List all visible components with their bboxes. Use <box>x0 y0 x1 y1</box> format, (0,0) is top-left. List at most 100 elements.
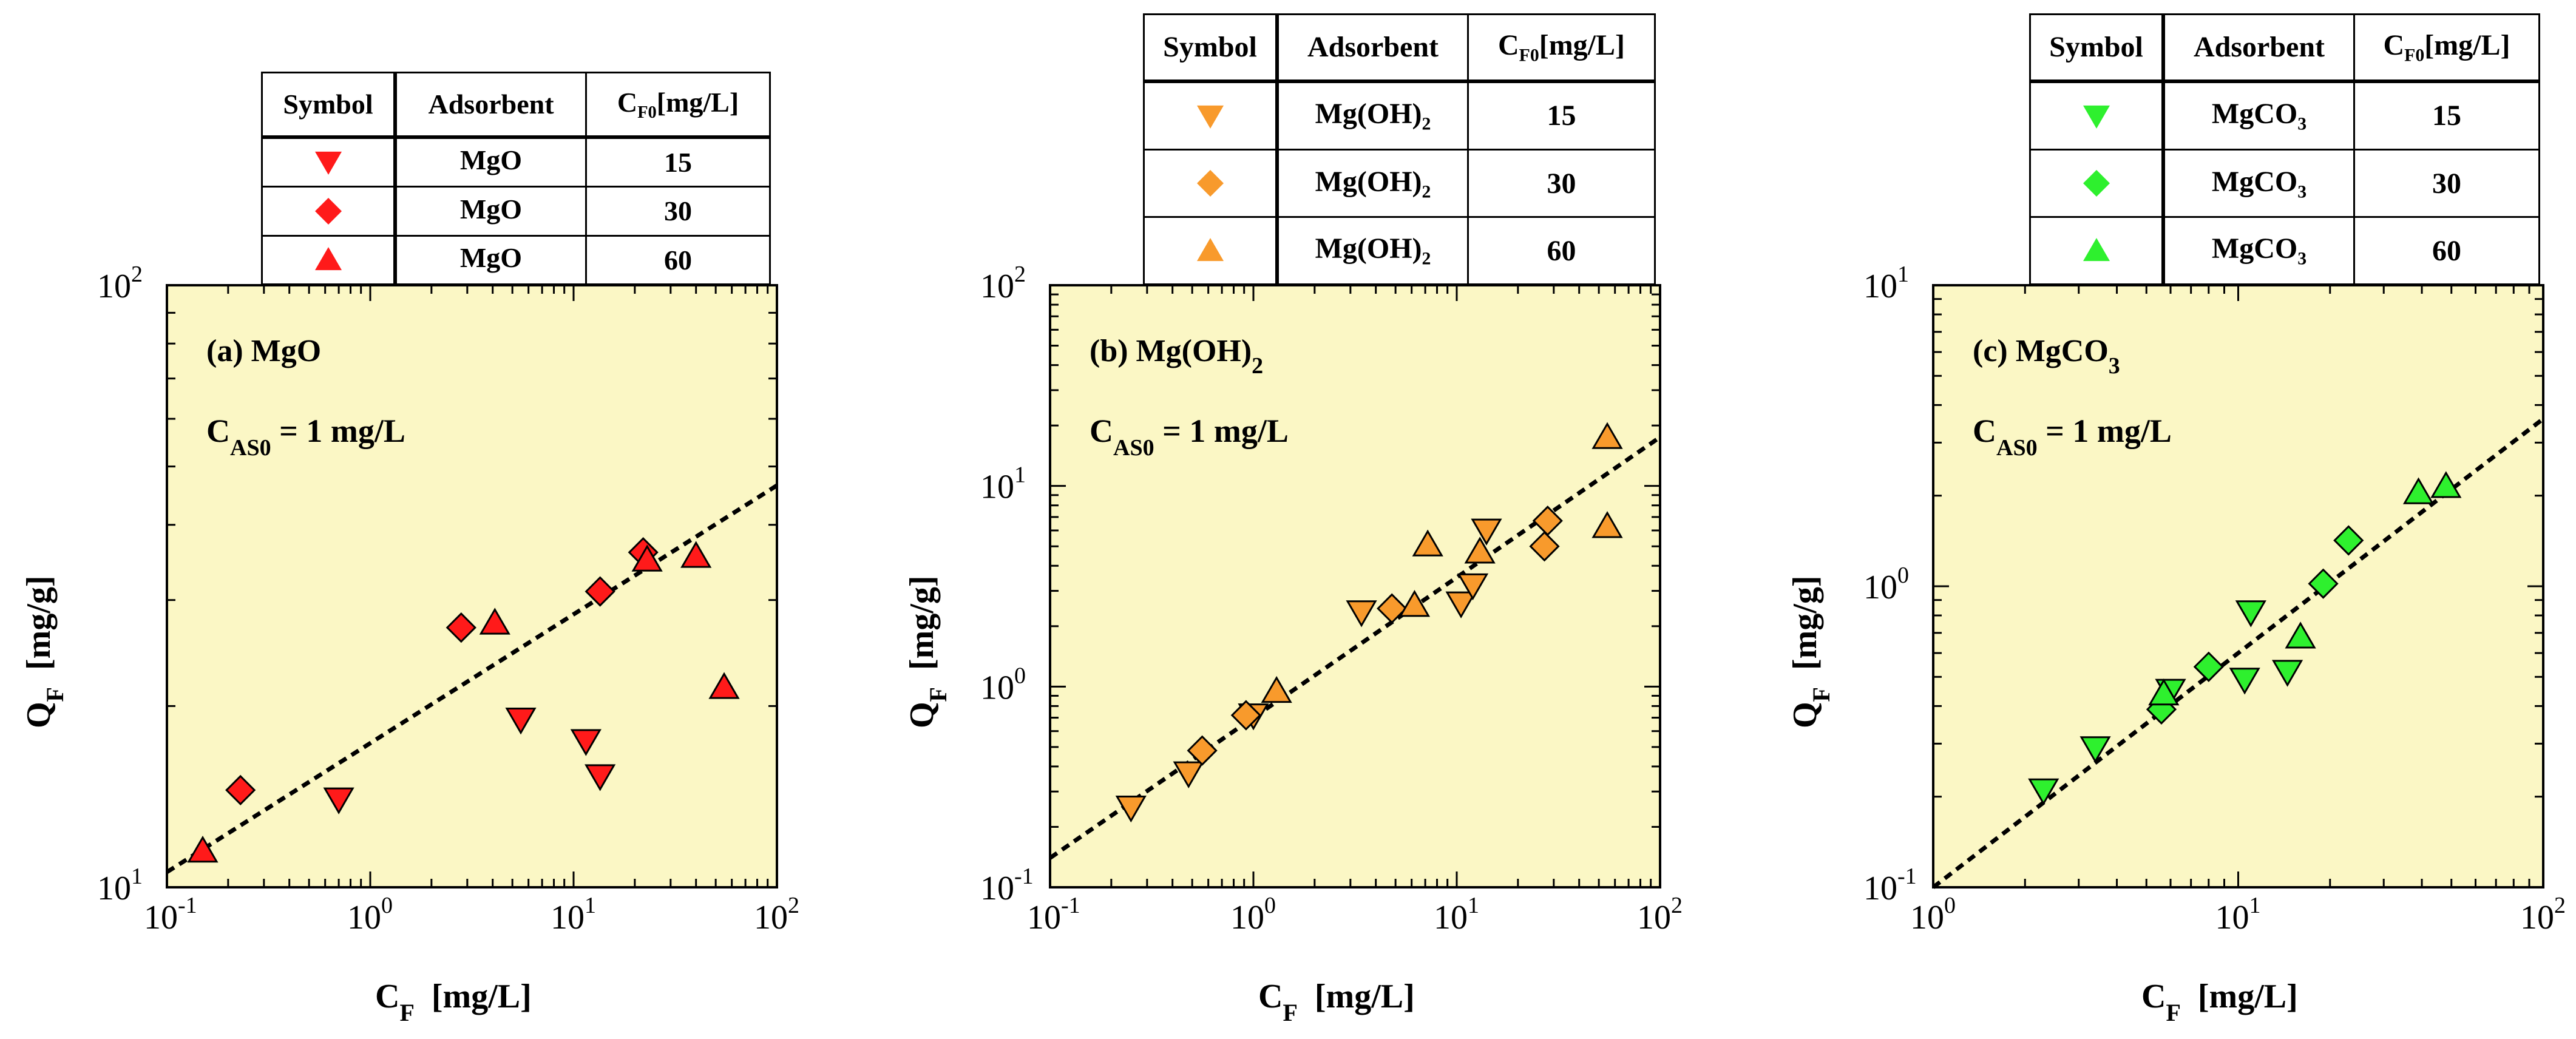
cas0-annotation: CAS0 = 1 mg/L <box>1090 413 1289 461</box>
legend-symbol-cell <box>261 186 397 237</box>
y-tick-label: 100 <box>980 663 1026 706</box>
legend-conc: 30 <box>1467 149 1656 218</box>
data-point-triangle-down <box>2271 660 2303 687</box>
x-tick-label: 102 <box>1637 893 1683 936</box>
x-axis-label: CF [mg/L] <box>375 978 532 1026</box>
legend-conc: 60 <box>1467 216 1656 285</box>
plot-frame <box>166 284 778 888</box>
legend-header-cf0: CF0[mg/L] <box>585 72 771 139</box>
cas0-annotation: CAS0 = 1 mg/L <box>1973 413 2172 461</box>
data-point-triangle-down <box>1471 518 1502 546</box>
x-tick-label: 102 <box>754 893 799 936</box>
legend-adsorbent: Mg(OH)2 <box>1276 149 1469 218</box>
data-point-diamond <box>2333 525 2364 556</box>
axis-ticks <box>1050 285 1660 887</box>
data-point-triangle-up <box>2402 477 2435 504</box>
data-point-triangle-up <box>479 607 510 635</box>
panel-title: (a) MgO <box>206 334 321 368</box>
data-point-triangle-down <box>585 764 616 791</box>
data-point-triangle-down <box>2079 736 2111 763</box>
y-tick-label: 101 <box>980 462 1026 506</box>
legend-conc: 15 <box>1467 80 1656 151</box>
data-point-triangle-down <box>2028 778 2059 806</box>
triangle-up-icon <box>2083 238 2110 262</box>
data-point-triangle-up <box>680 541 712 568</box>
x-tick-label: 100 <box>347 893 393 936</box>
legend-symbol-cell <box>261 135 397 188</box>
y-tick-label: 102 <box>97 262 143 305</box>
legend-adsorbent: MgCO3 <box>2162 149 2355 218</box>
data-point-triangle-up <box>1398 590 1431 617</box>
data-point-triangle-up <box>187 835 219 863</box>
y-tick-label: 10-1 <box>980 864 1034 907</box>
x-tick-label: 101 <box>1434 893 1479 936</box>
data-point-diamond <box>1529 531 1560 562</box>
y-tick-label: 101 <box>1863 262 1909 305</box>
data-point-triangle-up <box>1591 422 1623 449</box>
legend-adsorbent: Mg(OH)2 <box>1276 80 1469 151</box>
x-tick-label: 101 <box>2215 893 2261 936</box>
legend-adsorbent: Mg(OH)2 <box>1276 216 1469 285</box>
legend-header-cf0: CF0[mg/L] <box>1467 13 1656 83</box>
legend-symbol-cell <box>1143 149 1279 218</box>
legend-header-cf0: CF0[mg/L] <box>2353 13 2540 83</box>
panel-title: (c) MgCO3 <box>1973 334 2120 379</box>
y-tick-label: 10-1 <box>1863 864 1917 907</box>
data-point-triangle-down <box>1173 761 1204 788</box>
legend-adsorbent: MgCO3 <box>2162 80 2355 151</box>
y-axis-label: QF[mg/g] <box>1786 575 1835 728</box>
data-points <box>2028 471 2462 806</box>
legend-header-symbol: Symbol <box>2029 13 2165 83</box>
triangle-up-icon <box>314 247 342 271</box>
x-axis-label: CF [mg/L] <box>2141 978 2298 1026</box>
data-point-diamond <box>1187 735 1218 766</box>
data-point-diamond <box>1230 700 1261 731</box>
diamond-icon <box>314 197 342 225</box>
legend-adsorbent: MgCO3 <box>2162 216 2355 285</box>
triangle-up-icon <box>1196 238 1224 262</box>
data-point-diamond <box>2308 568 2339 599</box>
data-point-triangle-down <box>1115 795 1147 823</box>
data-point-triangle-up <box>1412 529 1443 557</box>
data-point-triangle-up <box>708 672 740 699</box>
legend-symbol-cell <box>2029 216 2165 285</box>
legend-conc: 30 <box>2353 149 2540 218</box>
data-points <box>187 537 740 863</box>
diamond-icon <box>2083 170 2110 197</box>
legend-table-mgoh2: Symbol Adsorbent CF0[mg/L] Mg(OH)2 15 Mg(… <box>1143 13 1656 285</box>
data-point-diamond <box>1377 593 1408 624</box>
legend-symbol-cell <box>1143 80 1279 151</box>
data-point-triangle-down <box>2235 600 2266 628</box>
legend-conc: 60 <box>585 234 771 286</box>
legend-symbol-cell <box>261 234 397 286</box>
cas0-annotation: CAS0 = 1 mg/L <box>206 413 405 461</box>
x-tick-label: 10-1 <box>144 893 197 936</box>
data-point-triangle-down <box>1457 573 1489 601</box>
legend-table-mgo: Symbol Adsorbent CF0[mg/L] MgO 15 MgO 30 M… <box>261 72 771 286</box>
data-point-triangle-up <box>631 544 663 572</box>
legend-symbol-cell <box>2029 149 2165 218</box>
legend-conc: 60 <box>2353 216 2540 285</box>
data-point-diamond <box>2193 651 2224 682</box>
data-point-diamond <box>585 576 615 607</box>
x-tick-label: 100 <box>1230 893 1276 936</box>
data-point-triangle-up <box>1591 511 1623 538</box>
legend-symbol-cell <box>1143 216 1279 285</box>
x-tick-label: 101 <box>551 893 596 936</box>
y-axis-label: QF[mg/g] <box>903 575 952 728</box>
data-point-diamond <box>225 774 256 806</box>
legend-table-mgco3: Symbol Adsorbent CF0[mg/L] MgCO3 15 MgCO3… <box>2029 13 2540 285</box>
legend-header-symbol: Symbol <box>261 72 397 139</box>
data-point-triangle-up <box>2430 471 2462 498</box>
legend-header-adsorbent: Adsorbent <box>1276 13 1469 83</box>
legend-header-adsorbent: Adsorbent <box>394 72 587 139</box>
data-point-triangle-down <box>2229 668 2260 695</box>
x-tick-label: 102 <box>2520 893 2566 936</box>
triangle-down-icon <box>2083 105 2110 129</box>
y-tick-label: 101 <box>97 864 143 907</box>
triangle-down-icon <box>314 152 342 175</box>
triangle-down-icon <box>1196 105 1224 129</box>
x-tick-label: 10-1 <box>1027 893 1080 936</box>
